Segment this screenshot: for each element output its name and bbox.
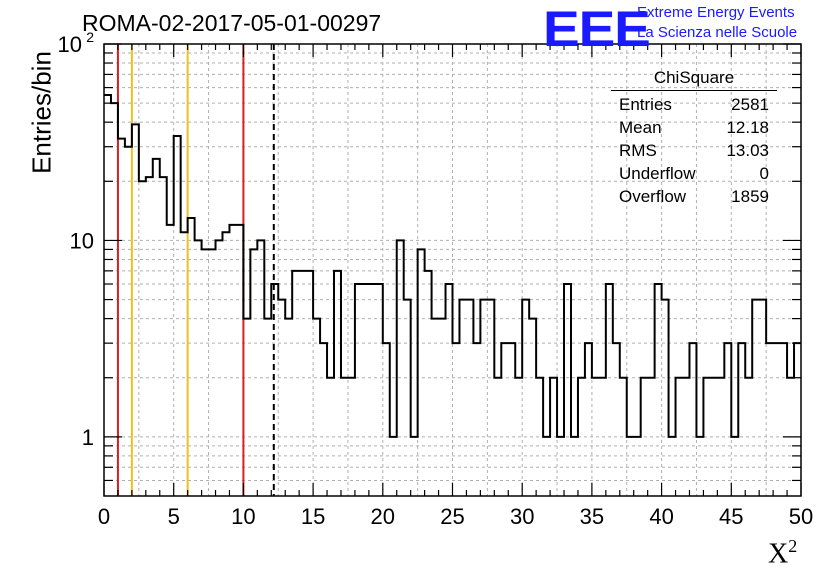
- stats-row: Underflow 0: [619, 164, 769, 183]
- x-tick-label: 0: [98, 504, 110, 529]
- x-tick-label: 45: [719, 504, 743, 529]
- x-tick-label: 30: [510, 504, 534, 529]
- x-tick-label: 10: [231, 504, 255, 529]
- chart-title: ROMA-02-2017-05-01-00297: [82, 10, 382, 36]
- x-tick-label: 20: [371, 504, 395, 529]
- histogram-series: [104, 94, 801, 438]
- y-tick-label: 10: [58, 32, 82, 57]
- stats-box: ChiSquare Entries 2581 Mean 12.18 RMS 13.03…: [611, 66, 777, 208]
- x-tick-label: 15: [301, 504, 325, 529]
- x-tick-label: 5: [168, 504, 180, 529]
- x-tick-label: 25: [440, 504, 464, 529]
- stats-row: Entries 2581: [619, 95, 769, 114]
- y-tick-label: 10: [70, 228, 94, 253]
- x-axis-label: X2: [768, 536, 798, 570]
- x-tick-label: 50: [789, 504, 813, 529]
- x-tick-label: 35: [580, 504, 604, 529]
- stats-row: RMS 13.03: [619, 141, 769, 160]
- stats-title: ChiSquare: [611, 66, 777, 91]
- eee-logo: EEE: [543, 1, 651, 57]
- logo-line-1: Extreme Energy Events: [637, 4, 795, 21]
- stats-row: Overflow 1859: [619, 187, 769, 206]
- y-axis-label: Entries/bin: [26, 51, 57, 174]
- y-tick-label-exponent: 2: [86, 29, 94, 45]
- stats-row: Mean 12.18: [619, 118, 769, 137]
- x-tick-label: 40: [649, 504, 673, 529]
- y-tick-label: 1: [82, 425, 94, 450]
- logo-line-2: La Scienza nelle Scuole: [637, 24, 798, 41]
